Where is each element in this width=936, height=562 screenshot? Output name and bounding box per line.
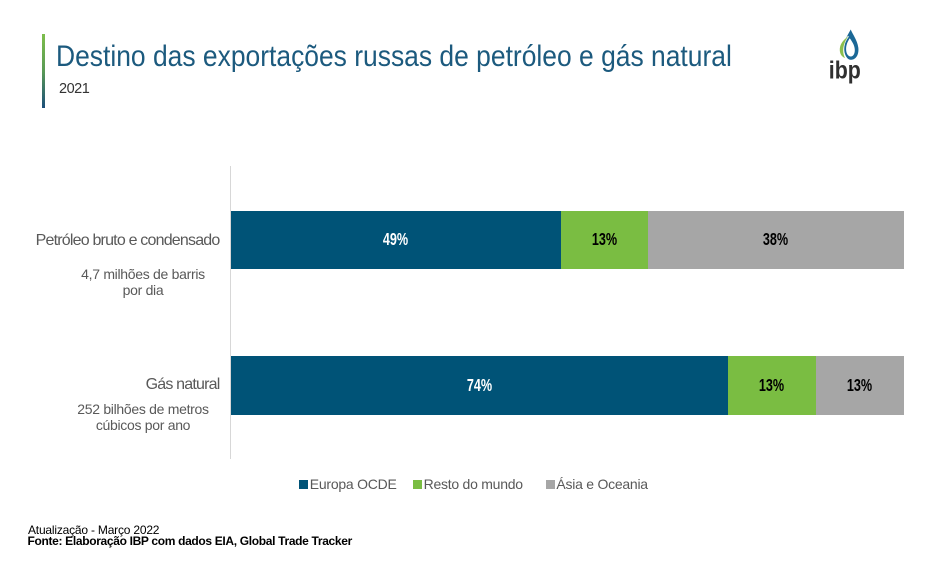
svg-text:ibp: ibp: [829, 57, 861, 85]
